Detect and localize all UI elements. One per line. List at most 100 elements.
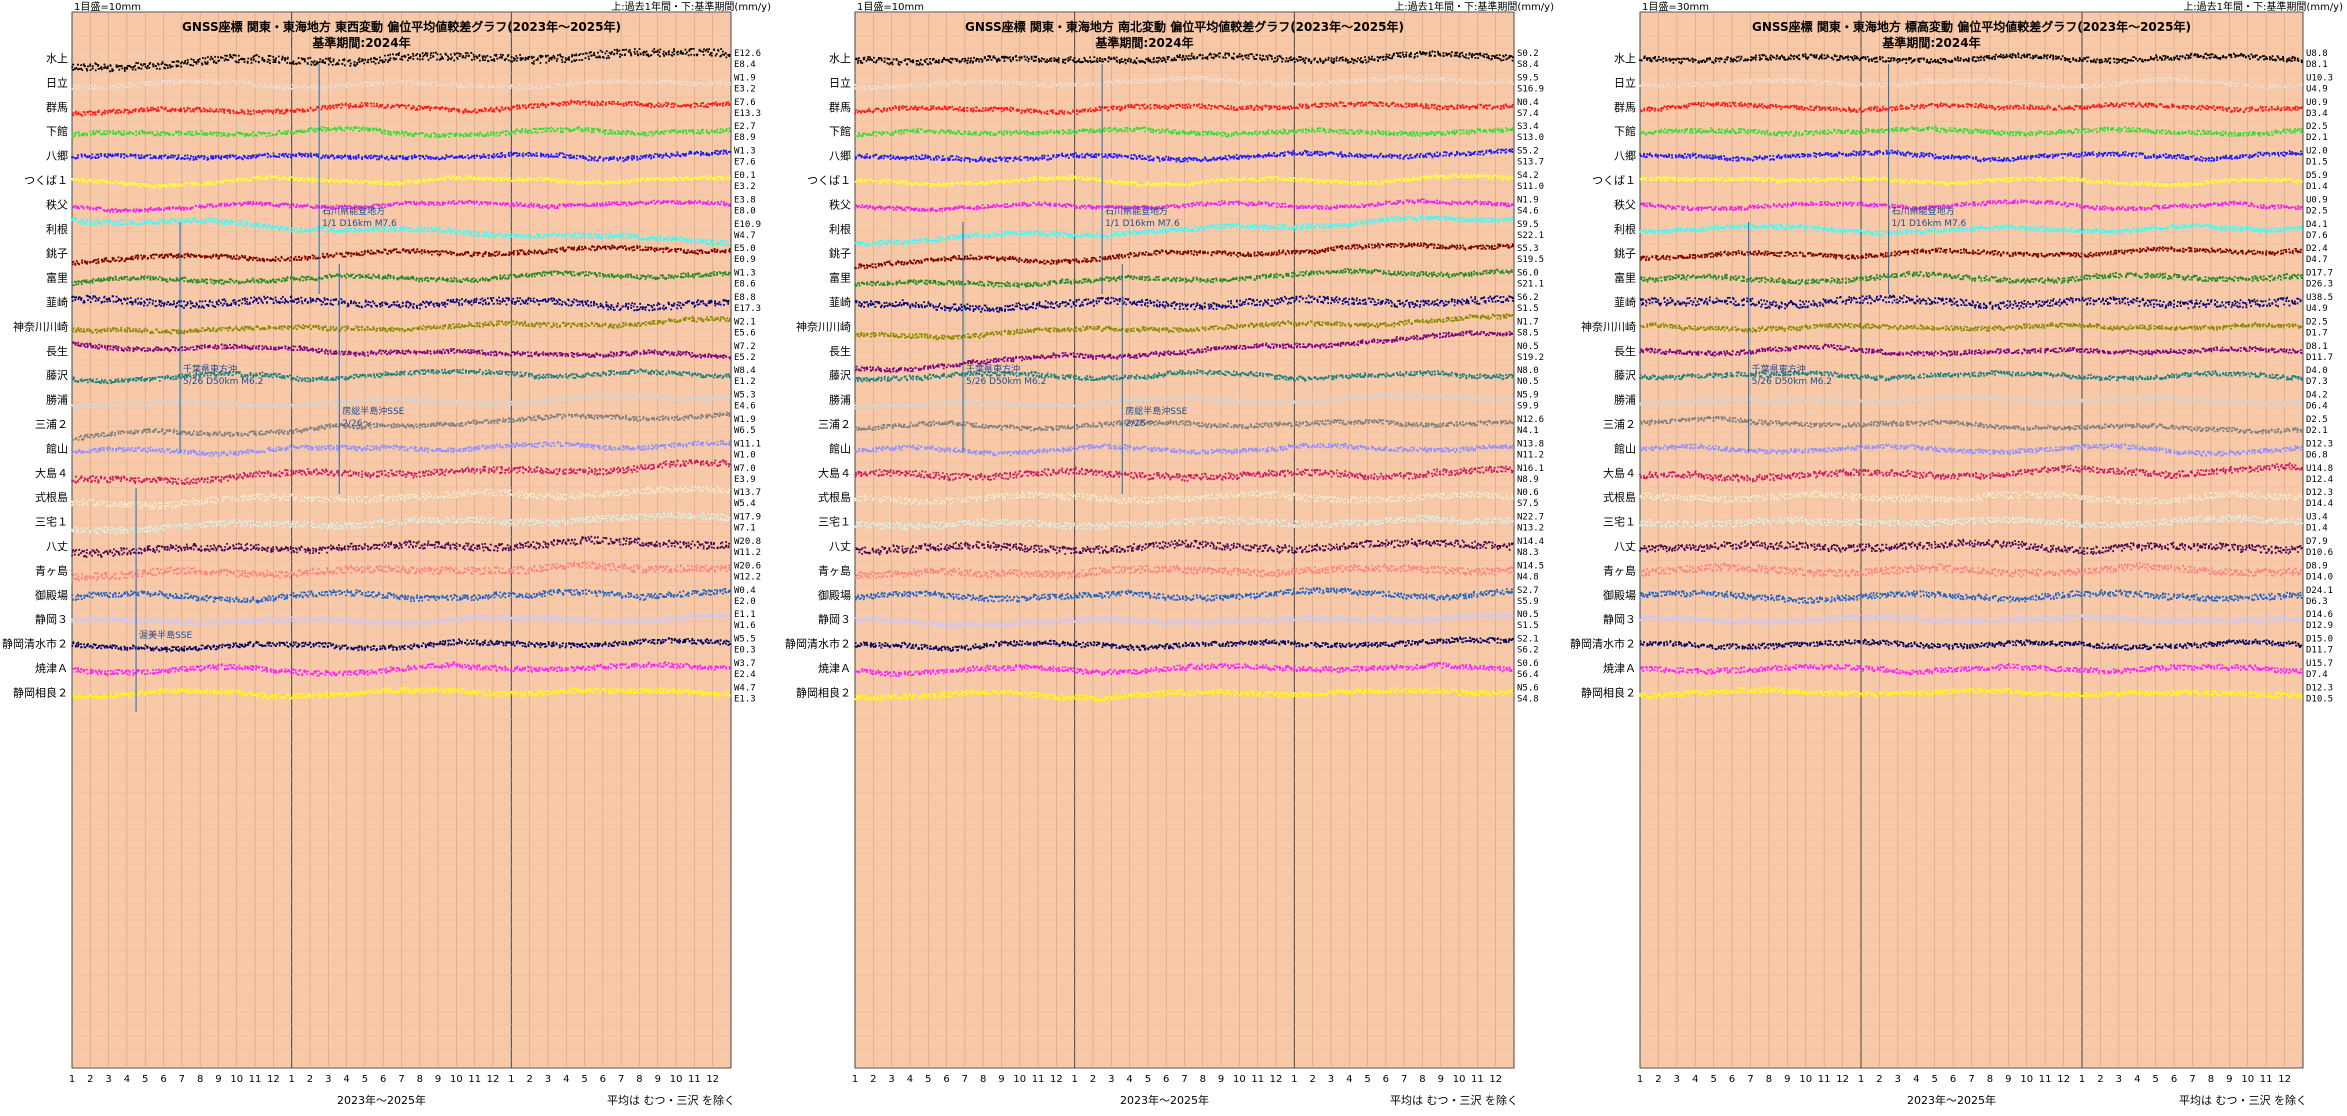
rate-label-base: E13.3 (734, 109, 761, 119)
station-label: 下館 (46, 124, 68, 138)
station-series (1639, 490, 2303, 506)
x-tick-label: 8 (1419, 1074, 1425, 1085)
station-label: 三宅１ (35, 515, 68, 529)
footnote: 平均は むつ・三沢 を除く (2179, 1093, 2307, 1107)
x-tick-label: 7 (962, 1074, 968, 1085)
rate-label-recent: D7.9 (2306, 537, 2328, 547)
station-label: 勝浦 (1614, 393, 1636, 407)
station-series (854, 198, 1514, 213)
x-tick-label: 2 (1309, 1074, 1315, 1085)
annotation-text: 2/26～ (1125, 419, 1154, 429)
rate-label-base: N0.5 (1517, 377, 1539, 387)
rate-label-recent: D12.3 (2306, 683, 2333, 693)
station-series (1640, 199, 2303, 212)
rate-label-recent: S9.5 (1517, 73, 1539, 83)
station-label: 静岡清水市２ (785, 637, 851, 651)
series-dots (1639, 52, 2303, 700)
rate-label-base: E2.0 (734, 597, 756, 607)
rate-label-base: W6.5 (734, 426, 756, 436)
station-label: 秩父 (1614, 198, 1636, 211)
annotation-text: 5/26 D50km M6.2 (966, 377, 1046, 387)
scale-label: 1目盛=10mm (74, 0, 141, 13)
rate-label-recent: S5.3 (1517, 244, 1539, 254)
x-tick-label: 6 (380, 1074, 386, 1085)
x-tick-label: 8 (636, 1074, 642, 1085)
station-series (1639, 562, 2303, 578)
station-label: 水上 (46, 52, 68, 65)
station-label: 式根島 (1603, 490, 1636, 504)
station-label: 八丈 (46, 540, 68, 553)
station-series (71, 270, 731, 287)
rate-label-recent: U3.4 (2306, 513, 2328, 523)
rate-label-recent: N8.0 (1517, 366, 1539, 376)
station-label: 青ヶ島 (1603, 563, 1636, 577)
x-axis-label: 2023年～2025年 (337, 1093, 426, 1107)
station-label: 八郷 (46, 149, 68, 163)
x-tick-label: 10 (670, 1074, 683, 1085)
station-label: 焼津Ａ (818, 662, 851, 675)
rate-label-recent: W20.6 (734, 561, 761, 571)
station-series (854, 636, 1514, 652)
station-series (1640, 663, 2302, 676)
station-series (71, 392, 731, 410)
x-tick-label: 7 (1401, 1074, 1407, 1085)
x-tick-label: 9 (2005, 1074, 2011, 1085)
rate-label-base: D7.6 (2306, 231, 2328, 241)
station-series (71, 244, 731, 266)
x-tick-label: 6 (160, 1074, 166, 1085)
x-tick-label: 8 (1200, 1074, 1206, 1085)
rate-label-base: D26.3 (2306, 280, 2333, 290)
station-series (854, 442, 1514, 457)
station-series (1639, 638, 2303, 651)
station-label: 勝浦 (829, 393, 851, 407)
x-tick-label: 11 (1818, 1074, 1831, 1085)
rate-label-base: D11.7 (2306, 353, 2333, 363)
station-series (71, 199, 731, 213)
rate-label-recent: N0.4 (1517, 98, 1539, 108)
x-tick-label: 5 (581, 1074, 587, 1085)
x-tick-label: 2 (1090, 1074, 1096, 1085)
station-series (854, 126, 1514, 138)
legend-note: 上:過去1年間・下:基準期間(mm/y) (1394, 0, 1554, 13)
rate-label-recent: D2.5 (2306, 317, 2328, 327)
station-series (1639, 394, 2303, 407)
rate-label-recent: D2.5 (2306, 122, 2328, 132)
x-tick-label: 9 (1438, 1074, 1444, 1085)
station-label: 静岡３ (35, 612, 68, 626)
station-label: 八丈 (1614, 540, 1636, 553)
rate-label-base: W1.0 (734, 450, 756, 460)
rate-label-base: U4.9 (2306, 304, 2328, 314)
station-series (71, 315, 731, 335)
chart-title: GNSS座標 関東・東海地方 南北変動 偏位平均値較差グラフ(2023年～202… (965, 19, 1404, 34)
station-label: 青ヶ島 (35, 563, 68, 577)
rate-label-recent: D5.9 (2306, 171, 2328, 181)
x-tick-label: 11 (1251, 1074, 1264, 1085)
annotations (962, 64, 1123, 494)
x-tick-label: 2 (307, 1074, 313, 1085)
x-tick-label: 6 (1163, 1074, 1169, 1085)
station-label: 水上 (829, 52, 851, 65)
rate-label-base: S9.9 (1517, 402, 1539, 412)
station-series (854, 661, 1513, 678)
station-series (72, 686, 731, 700)
station-series (71, 511, 731, 535)
x-tick-label: 1 (1291, 1074, 1297, 1085)
station-series (1639, 343, 2303, 357)
annotation-text: 5/26 D50km M6.2 (183, 377, 263, 387)
station-label: 富里 (1614, 271, 1636, 285)
rate-label-recent: N0.5 (1517, 342, 1539, 352)
station-label: 水上 (1614, 52, 1636, 65)
x-tick-label: 3 (105, 1074, 111, 1085)
rate-label-recent: E12.6 (734, 49, 761, 59)
rate-label-base: S13.7 (1517, 158, 1544, 168)
x-tick-label: 2 (1876, 1074, 1882, 1085)
annotation-text: 1/1 D16km M7.6 (1105, 219, 1180, 229)
x-tick-label: 7 (1747, 1074, 1753, 1085)
station-series (1639, 416, 2303, 435)
station-label: 藤沢 (46, 368, 68, 382)
station-label: 館山 (829, 441, 851, 455)
station-label: 三浦２ (1603, 418, 1636, 431)
station-label: 日立 (1614, 75, 1636, 89)
station-series (854, 687, 1514, 702)
station-series (71, 485, 731, 511)
